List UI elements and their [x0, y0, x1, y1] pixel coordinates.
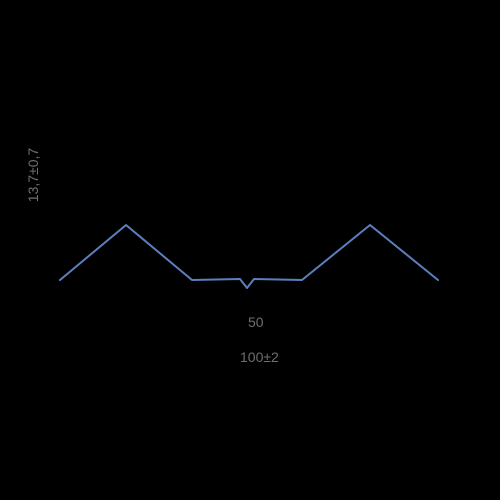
- height-dimension-label: 13,7±0,7: [25, 148, 41, 202]
- half-pitch-dimension-label: 50: [248, 314, 264, 330]
- pitch-dimension-label: 100±2: [240, 349, 279, 365]
- profile-diagram: 13,7±0,7 50 100±2: [0, 0, 500, 500]
- profile-polyline: [0, 0, 500, 500]
